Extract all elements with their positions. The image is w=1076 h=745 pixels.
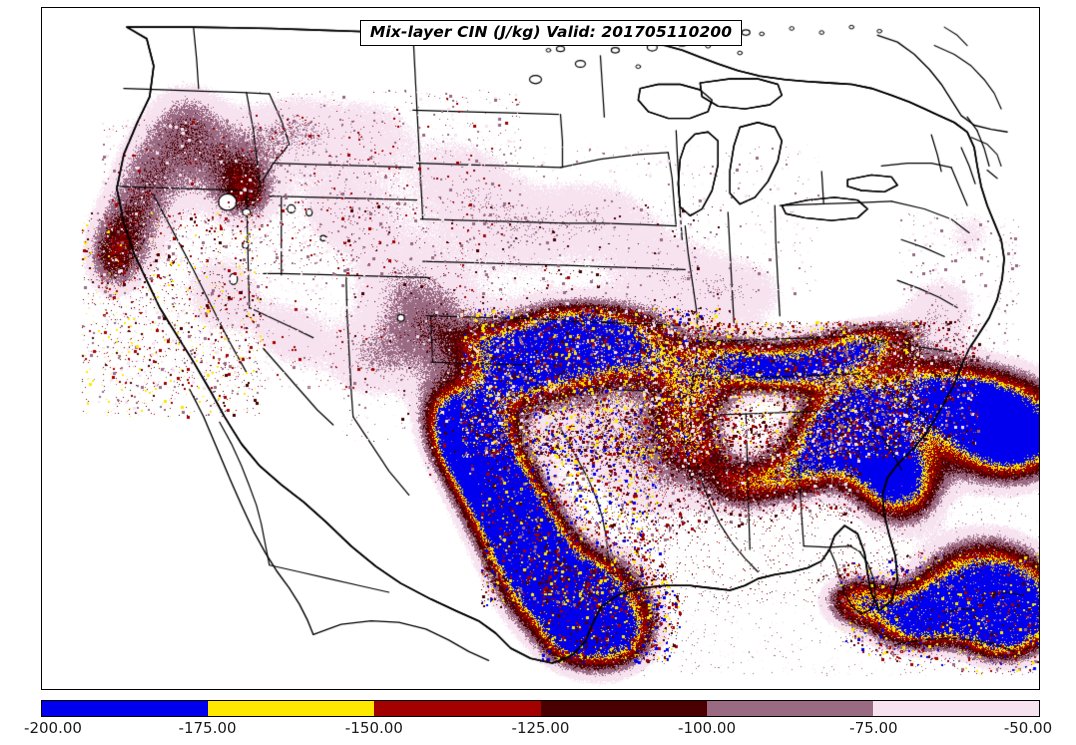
colorbar-tick-labels: -200.00 -175.00 -150.00 -125.00 -100.00 -75.0… <box>0 719 1076 743</box>
colorbar-tick-0: -200.00 <box>24 719 82 737</box>
colorbar-tick-3: -125.00 <box>511 719 570 737</box>
colorbar-segment-3 <box>540 701 707 716</box>
colorbar[interactable] <box>41 700 1040 717</box>
cin-heatmap-canvas <box>42 8 1039 689</box>
colorbar-segments <box>41 700 1040 717</box>
colorbar-tick-6: -50.00 <box>1003 719 1053 737</box>
page-title: Mix-layer CIN (J/kg) Valid: 201705110200 <box>370 23 733 41</box>
colorbar-tick-5: -75.00 <box>849 719 898 737</box>
colorbar-segment-2 <box>374 701 541 716</box>
colorbar-segment-4 <box>706 701 873 716</box>
colorbar-tick-2: -150.00 <box>345 719 403 737</box>
map-panel[interactable] <box>41 7 1040 690</box>
map-title-box: Mix-layer CIN (J/kg) Valid: 201705110200 <box>360 20 743 46</box>
colorbar-segment-0 <box>42 701 209 716</box>
colorbar-tick-1: -175.00 <box>178 719 237 737</box>
colorbar-tick-4: -100.00 <box>678 719 736 737</box>
colorbar-segment-5 <box>872 701 1040 716</box>
colorbar-segment-1 <box>208 701 375 716</box>
